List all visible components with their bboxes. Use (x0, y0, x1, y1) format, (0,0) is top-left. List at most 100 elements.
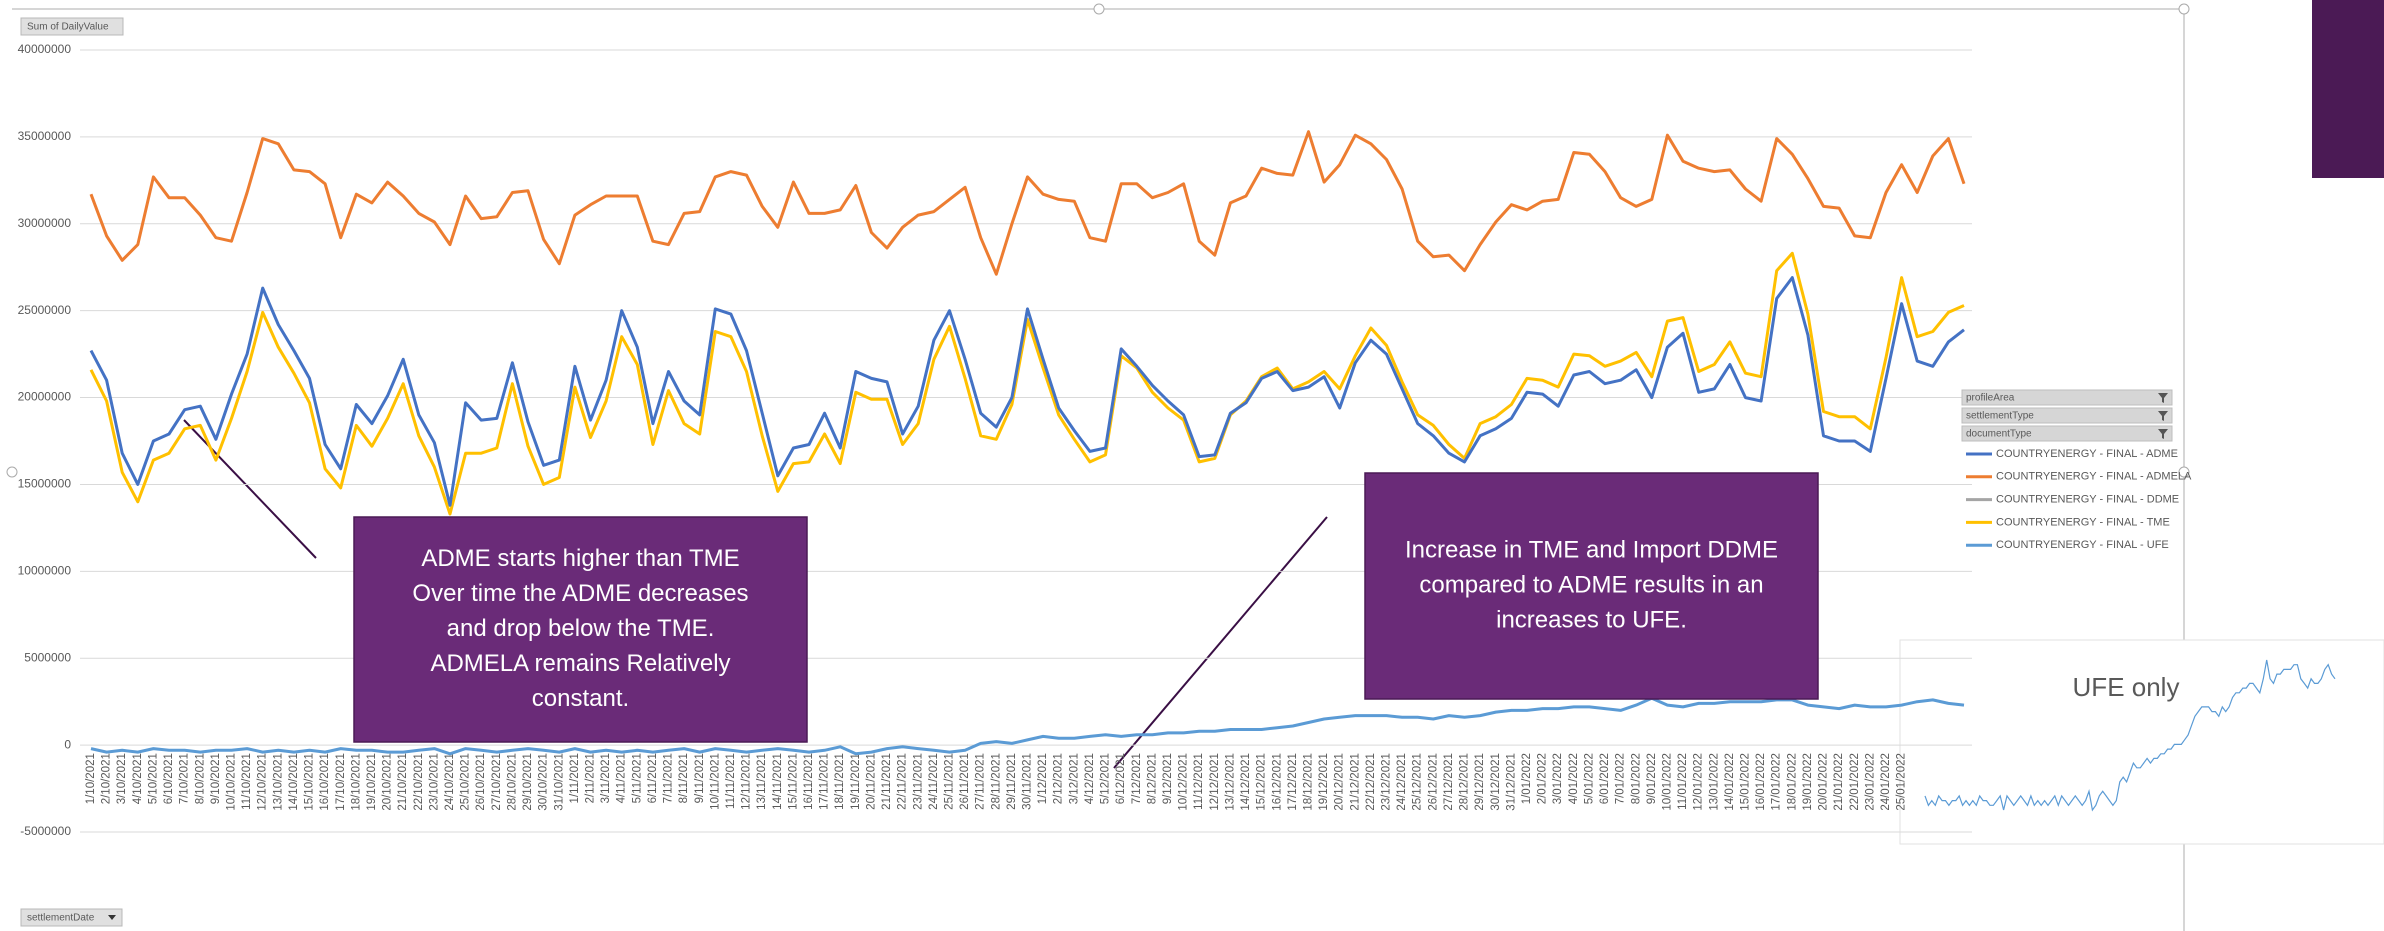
inset-frame (1899, 639, 2384, 845)
resize-handle (6, 466, 18, 478)
filter-button-label: settlementType (1966, 411, 2034, 422)
x-tick-label: 11/10/2021 (241, 753, 253, 810)
x-tick-label: 8/12/2021 (1146, 753, 1158, 804)
x-tick-label: 14/01/2022 (1724, 753, 1736, 811)
x-tick-label: 6/12/2021 (1115, 753, 1127, 804)
x-tick-label: 4/10/2021 (132, 753, 144, 804)
filter-icon (2158, 429, 2168, 439)
filter-icon (2158, 411, 2168, 421)
x-tick-label: 16/01/2022 (1755, 753, 1767, 811)
x-tick-label: 31/10/2021 (553, 753, 565, 811)
x-tick-label: 17/12/2021 (1287, 753, 1299, 811)
x-tick-label: 9/01/2022 (1646, 753, 1658, 804)
x-tick-label: 12/10/2021 (257, 753, 269, 811)
x-tick-label: 3/10/2021 (116, 753, 128, 804)
filter-button-box (1961, 425, 2173, 442)
x-tick-label: 4/12/2021 (1084, 753, 1096, 804)
x-tick-label: 5/12/2021 (1100, 753, 1112, 804)
x-tick-label: 2/10/2021 (101, 753, 113, 804)
annotation-text: ADME starts higher than TME (421, 545, 739, 572)
x-tick-label: 8/01/2022 (1630, 753, 1642, 804)
x-tick-label: 10/11/2021 (709, 753, 721, 810)
x-tick-label: 28/11/2021 (990, 753, 1002, 810)
x-tick-label: 30/11/2021 (1022, 753, 1034, 810)
y-tick-label: 40000000 (18, 42, 72, 56)
resize-handle (2178, 3, 2190, 15)
series-line (89, 251, 1965, 516)
x-tick-label: 20/10/2021 (382, 753, 394, 811)
filter-button-label: documentType (1966, 429, 2032, 440)
x-tick-label: 10/12/2021 (1178, 753, 1190, 811)
x-tick-label: 16/12/2021 (1271, 753, 1283, 811)
x-tick-label: 25/10/2021 (460, 753, 472, 811)
slide-accent (2312, 0, 2384, 178)
x-tick-label: 6/10/2021 (163, 753, 175, 804)
x-tick-label: 16/10/2021 (319, 753, 331, 811)
annotation-text: increases to UFE. (1496, 606, 1687, 633)
x-tick-label: 20/01/2022 (1818, 753, 1830, 811)
x-tick-label: 5/10/2021 (147, 753, 159, 804)
filter-button[interactable]: profileArea (1961, 389, 2173, 406)
x-tick-label: 24/12/2021 (1396, 753, 1408, 811)
x-tick-label: 17/10/2021 (335, 753, 347, 811)
filter-button-label: profileArea (1966, 393, 2015, 404)
x-tick-label: 21/10/2021 (397, 753, 409, 811)
filter-button[interactable]: documentType (1961, 425, 2173, 442)
x-tick-label: 26/11/2021 (959, 753, 971, 810)
x-tick-label: 18/01/2022 (1786, 753, 1798, 811)
x-tick-label: 14/10/2021 (288, 753, 300, 811)
x-tick-label: 15/11/2021 (787, 753, 799, 810)
annotation-text: and drop below the TME. (447, 615, 715, 642)
x-tick-label: 23/12/2021 (1381, 753, 1393, 811)
x-tick-label: 25/01/2022 (1896, 753, 1908, 811)
x-tick-label: 10/01/2022 (1661, 753, 1673, 811)
x-tick-label: 14/12/2021 (1240, 753, 1252, 811)
resize-handle (2178, 466, 2190, 478)
x-tick-label: 2/01/2022 (1537, 753, 1549, 804)
x-tick-label: 25/11/2021 (943, 753, 955, 810)
axis-field-button[interactable]: settlementDate (20, 908, 123, 927)
x-tick-label: 23/10/2021 (428, 753, 440, 811)
value-field-button[interactable]: Sum of DailyValue (20, 17, 124, 36)
legend-label: COUNTRYENERGY - FINAL - UFE (1996, 539, 2169, 551)
x-tick-label: 20/11/2021 (865, 753, 877, 810)
callout-line (183, 419, 317, 559)
x-tick-label: 24/11/2021 (928, 753, 940, 810)
x-tick-label: 1/01/2022 (1521, 753, 1533, 804)
x-tick-label: 18/10/2021 (350, 753, 362, 811)
field-button-box (20, 908, 123, 927)
x-tick-label: 10/10/2021 (226, 753, 238, 811)
legend-label: COUNTRYENERGY - FINAL - ADME (1996, 448, 2178, 460)
x-tick-label: 15/12/2021 (1256, 753, 1268, 811)
x-tick-label: 19/01/2022 (1802, 753, 1814, 811)
x-tick-label: 19/11/2021 (850, 753, 862, 810)
legend-label: COUNTRYENERGY - FINAL - TME (1996, 516, 2170, 528)
x-tick-label: 28/10/2021 (506, 753, 518, 811)
legend-label: COUNTRYENERGY - FINAL - DDME (1996, 494, 2179, 506)
x-tick-label: 8/10/2021 (194, 753, 206, 804)
x-tick-label: 9/10/2021 (210, 753, 222, 804)
annotation-text: Over time the ADME decreases (412, 580, 748, 607)
x-tick-label: 13/01/2022 (1708, 753, 1720, 811)
x-tick-label: 18/12/2021 (1302, 753, 1314, 811)
x-tick-label: 22/12/2021 (1365, 753, 1377, 811)
filter-button[interactable]: settlementType (1961, 407, 2173, 424)
x-tick-label: 16/11/2021 (803, 753, 815, 810)
x-tick-label: 22/01/2022 (1849, 753, 1861, 811)
x-tick-label: 20/12/2021 (1334, 753, 1346, 811)
x-tick-label: 11/12/2021 (1193, 753, 1205, 810)
annotation-text: compared to ADME results in an (1419, 571, 1763, 598)
x-tick-label: 23/01/2022 (1864, 753, 1876, 811)
annotation-text: Increase in TME and Import DDME (1405, 536, 1778, 563)
x-tick-label: 9/11/2021 (694, 753, 706, 803)
field-button-label: Sum of DailyValue (27, 22, 109, 33)
x-tick-label: 15/10/2021 (304, 753, 316, 811)
x-tick-label: 27/10/2021 (491, 753, 503, 811)
x-tick-label: 1/12/2021 (1037, 753, 1049, 804)
x-tick-label: 6/11/2021 (647, 753, 659, 803)
callout-line (1113, 516, 1328, 769)
x-tick-label: 12/12/2021 (1209, 753, 1221, 811)
x-tick-label: 7/01/2022 (1615, 753, 1627, 804)
x-tick-label: 1/11/2021 (569, 753, 581, 803)
